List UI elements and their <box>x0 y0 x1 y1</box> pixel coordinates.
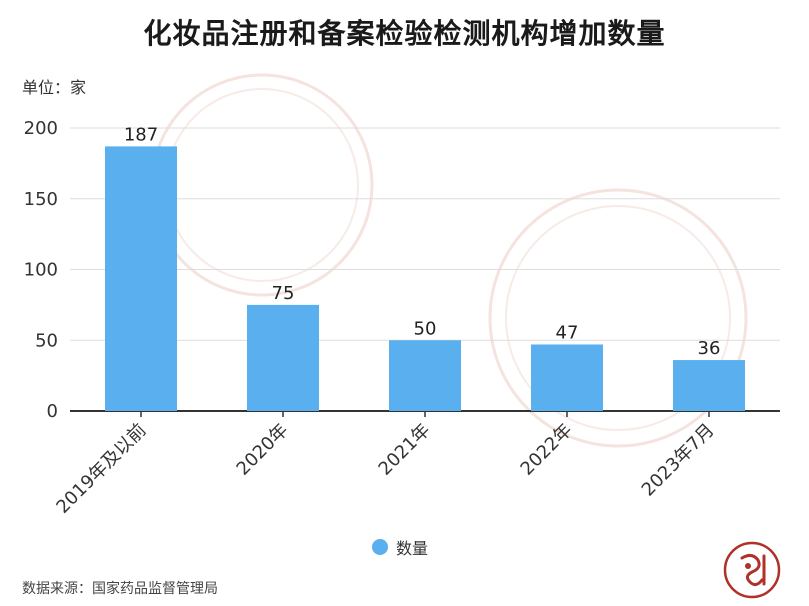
legend: 数量 <box>372 536 428 558</box>
data-label: 75 <box>272 283 295 304</box>
data-label: 47 <box>556 322 579 343</box>
brand-logo-icon <box>723 541 781 599</box>
y-tick-label: 50 <box>35 330 58 351</box>
data-source: 数据来源：国家药品监督管理局 <box>22 581 218 597</box>
bar <box>673 360 745 411</box>
bar <box>389 340 461 411</box>
y-tick-label: 200 <box>24 118 58 139</box>
chart-title: 化妆品注册和备案检验检测机构增加数量 <box>143 17 666 50</box>
bar <box>105 146 177 411</box>
y-tick-label: 150 <box>24 189 58 210</box>
x-tick-label: 2022年 <box>517 420 577 480</box>
legend-label: 数量 <box>396 539 429 558</box>
data-label: 187 <box>124 124 158 145</box>
y-tick-label: 100 <box>24 260 58 281</box>
x-tick-label: 2021年 <box>375 420 435 480</box>
x-tick-label: 2023年7月 <box>638 420 719 501</box>
unit-label: 单位：家 <box>22 78 87 97</box>
data-label: 36 <box>698 338 721 359</box>
y-tick-label: 0 <box>47 401 58 422</box>
x-tick-label: 2020年 <box>233 420 293 480</box>
bar <box>247 304 319 411</box>
data-label: 50 <box>414 318 437 339</box>
legend-marker <box>372 539 388 555</box>
x-tick-label: 2019年及以前 <box>52 420 150 518</box>
bar <box>531 344 603 411</box>
